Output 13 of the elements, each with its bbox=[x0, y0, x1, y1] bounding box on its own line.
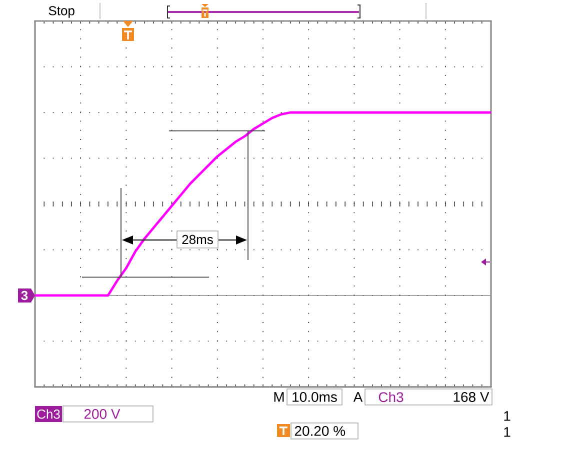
text: Ch3 bbox=[378, 392, 404, 402]
text: 3 bbox=[21, 290, 28, 300]
text: Ch3 bbox=[37, 409, 60, 419]
text: 200 V bbox=[84, 409, 120, 419]
text: 20.20 % bbox=[294, 426, 346, 436]
text: 168 V bbox=[454, 392, 490, 402]
text: 1 bbox=[504, 427, 510, 437]
annotation: 28ms bbox=[182, 234, 213, 244]
text: M bbox=[274, 392, 284, 402]
text: Stop bbox=[48, 6, 74, 18]
text: 1 bbox=[504, 411, 510, 421]
text: A bbox=[353, 392, 363, 402]
text: 10.0ms bbox=[292, 392, 337, 402]
